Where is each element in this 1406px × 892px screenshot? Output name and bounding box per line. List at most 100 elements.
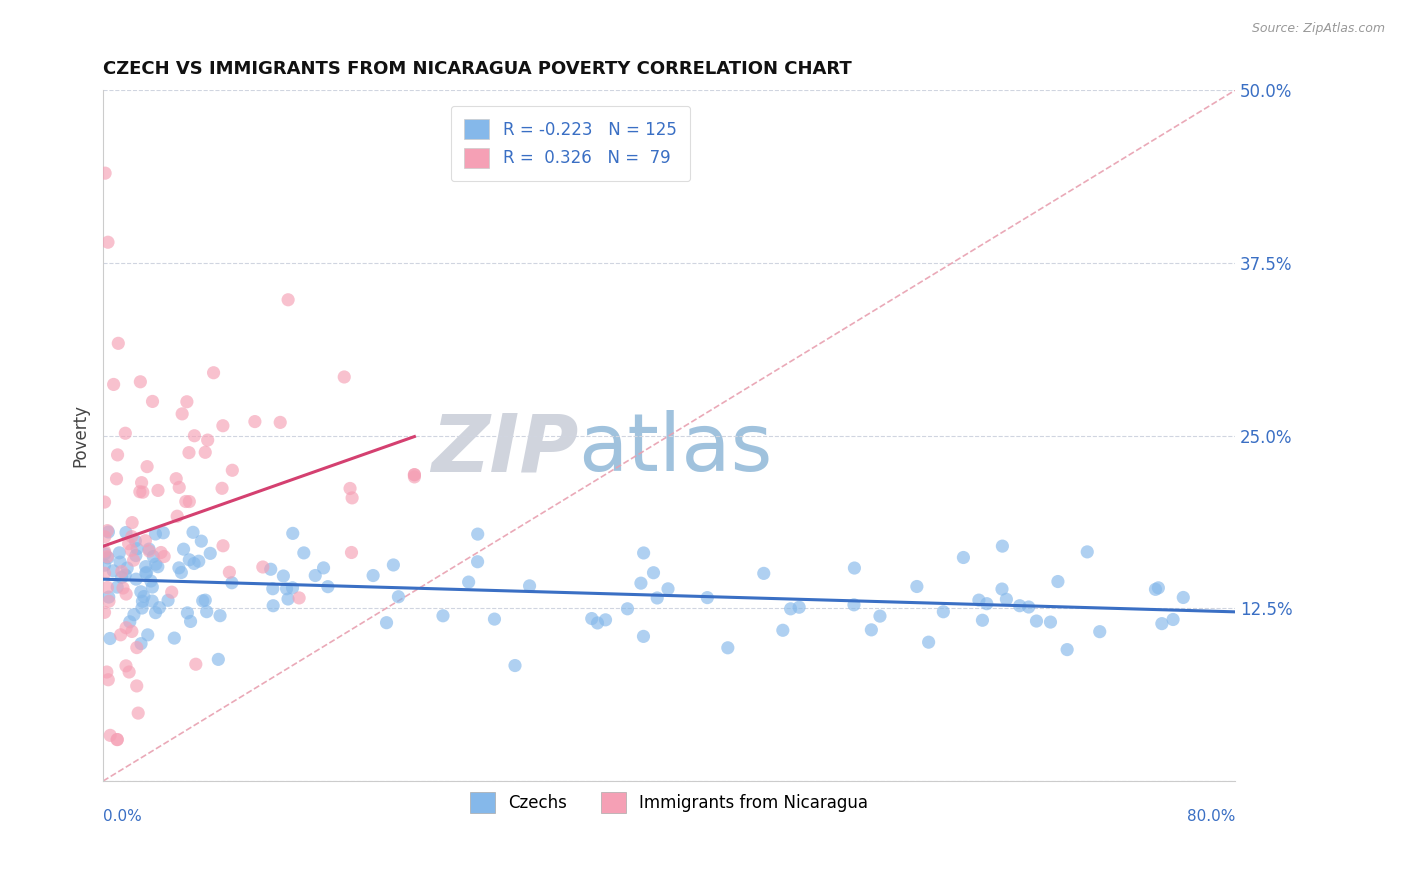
Point xyxy=(187,554,209,568)
Point xyxy=(616,602,638,616)
Point xyxy=(128,484,150,499)
Point xyxy=(94,547,117,561)
Point xyxy=(277,592,299,607)
Point xyxy=(779,602,801,616)
Point xyxy=(125,679,148,693)
Point xyxy=(1008,599,1031,613)
Point xyxy=(183,429,205,443)
Point xyxy=(457,575,479,590)
Point xyxy=(105,472,128,486)
Point xyxy=(991,539,1014,553)
Point xyxy=(172,407,194,421)
Point xyxy=(645,591,668,605)
Point xyxy=(167,480,190,494)
Point xyxy=(179,553,201,567)
Point xyxy=(1018,600,1040,615)
Point xyxy=(107,336,129,351)
Point xyxy=(180,615,202,629)
Point xyxy=(972,613,994,627)
Point xyxy=(1056,642,1078,657)
Point xyxy=(197,433,219,447)
Point xyxy=(200,546,222,560)
Point xyxy=(1088,624,1111,639)
Point xyxy=(194,593,217,607)
Point xyxy=(467,527,489,541)
Point xyxy=(170,566,193,580)
Point xyxy=(122,607,145,622)
Point xyxy=(184,657,207,672)
Point xyxy=(121,624,143,639)
Point xyxy=(93,558,115,573)
Point xyxy=(138,544,160,558)
Text: Source: ZipAtlas.com: Source: ZipAtlas.com xyxy=(1251,22,1385,36)
Point xyxy=(93,544,115,558)
Point xyxy=(842,598,865,612)
Point xyxy=(657,582,679,596)
Point xyxy=(117,536,139,550)
Point xyxy=(304,568,326,582)
Point xyxy=(995,592,1018,607)
Point xyxy=(125,640,148,655)
Point xyxy=(124,533,146,548)
Point xyxy=(148,600,170,615)
Point xyxy=(166,509,188,524)
Point xyxy=(118,665,141,679)
Point xyxy=(269,416,291,430)
Point xyxy=(115,587,138,601)
Point xyxy=(209,608,232,623)
Point xyxy=(121,516,143,530)
Point xyxy=(111,565,134,579)
Point xyxy=(633,629,655,643)
Point xyxy=(97,550,120,565)
Point xyxy=(1076,545,1098,559)
Point xyxy=(153,549,176,564)
Point xyxy=(120,543,142,558)
Point xyxy=(333,370,356,384)
Point xyxy=(96,549,118,564)
Point xyxy=(141,394,163,409)
Point xyxy=(157,593,180,607)
Point xyxy=(141,594,163,608)
Point xyxy=(787,600,810,615)
Point xyxy=(932,605,955,619)
Point xyxy=(976,597,998,611)
Point xyxy=(107,448,129,462)
Point xyxy=(404,467,426,482)
Point xyxy=(135,559,157,574)
Point xyxy=(1144,582,1167,597)
Point xyxy=(277,293,299,307)
Point xyxy=(484,612,506,626)
Point xyxy=(292,546,315,560)
Point xyxy=(503,658,526,673)
Point xyxy=(97,524,120,539)
Point xyxy=(717,640,740,655)
Point xyxy=(281,526,304,541)
Point xyxy=(633,546,655,560)
Point xyxy=(97,590,120,604)
Point xyxy=(212,539,235,553)
Point xyxy=(105,732,128,747)
Point xyxy=(125,541,148,556)
Point xyxy=(586,615,609,630)
Point xyxy=(98,632,121,646)
Point xyxy=(195,605,218,619)
Point xyxy=(375,615,398,630)
Point xyxy=(174,494,197,508)
Point xyxy=(581,611,603,625)
Point xyxy=(340,545,363,559)
Point xyxy=(103,564,125,578)
Point xyxy=(111,570,134,584)
Point xyxy=(262,599,284,613)
Point xyxy=(752,566,775,581)
Point xyxy=(212,418,235,433)
Point xyxy=(136,628,159,642)
Point xyxy=(115,658,138,673)
Point xyxy=(105,580,128,594)
Point xyxy=(160,585,183,599)
Point xyxy=(96,665,118,679)
Point xyxy=(129,375,152,389)
Point xyxy=(129,584,152,599)
Point xyxy=(519,579,541,593)
Point xyxy=(339,482,361,496)
Point xyxy=(630,576,652,591)
